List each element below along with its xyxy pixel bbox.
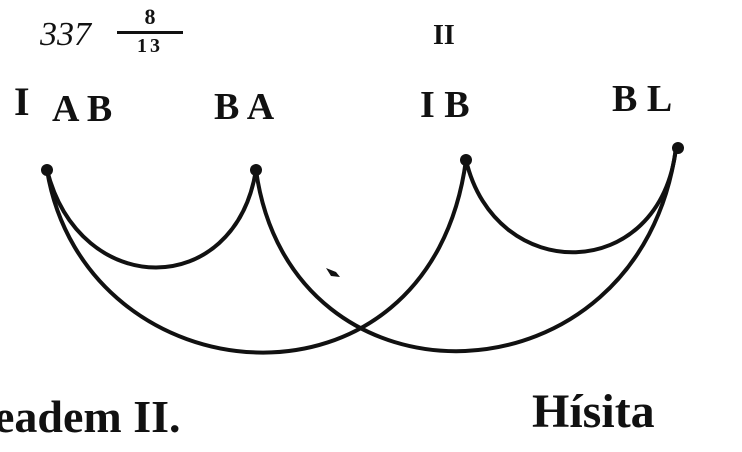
numeral-eleven: II (433, 20, 455, 51)
bottom-text-right: Hísita (532, 385, 655, 438)
arc-ba-bl (254, 146, 678, 353)
fraction-whole: 337 (40, 16, 91, 53)
arc-ab-ib (45, 158, 468, 355)
node-dot-ab (41, 164, 53, 176)
fraction-denominator: 13 (137, 35, 163, 57)
node-label-ab: A B (52, 88, 113, 130)
arc-ab-ba (45, 168, 258, 270)
node-dot-bl (672, 142, 684, 154)
label-i-left: I (14, 79, 30, 124)
fraction-numerator: 8 (144, 4, 156, 29)
fraction-bar (117, 31, 183, 34)
arc-ib-bl (464, 146, 678, 255)
fraction: 8 13 (117, 6, 183, 56)
node-label-bl: B L (612, 78, 673, 120)
bottom-text-left: eadem II. (0, 391, 181, 442)
node-label-ba: B A (214, 86, 275, 128)
node-dot-ba (250, 164, 262, 176)
node-label-ib: I B (420, 84, 470, 126)
node-dot-ib (460, 154, 472, 166)
ink-speck (326, 268, 340, 277)
